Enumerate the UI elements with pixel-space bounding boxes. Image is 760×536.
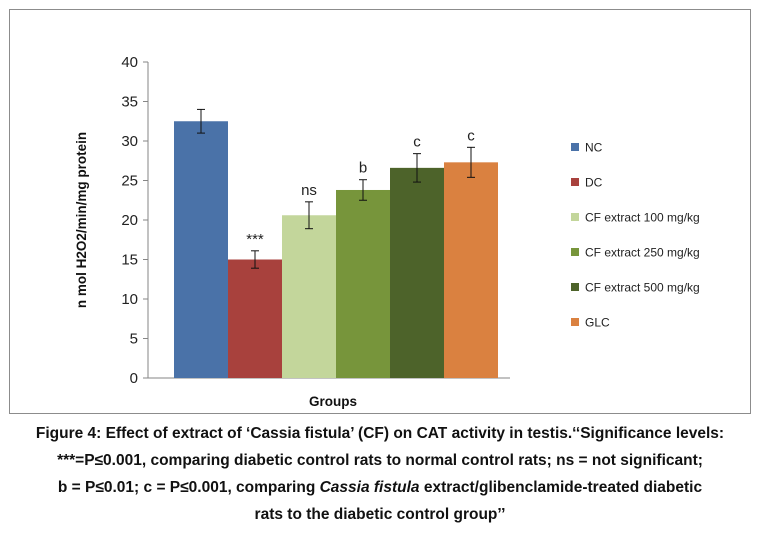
legend-swatch (571, 248, 579, 256)
bar (174, 121, 228, 378)
significance-label: *** (246, 231, 264, 248)
bar (390, 167, 444, 378)
chart-frame: 0 5 10 15 20 25 30 35 40 n mol H2O2/min/mg protei… (9, 9, 751, 414)
y-tick-label: 30 (121, 133, 138, 150)
legend-label: GLC (585, 316, 610, 330)
significance-label: c (467, 127, 475, 144)
bar (282, 215, 336, 378)
y-axis-title: n mol H2O2/min/mg protein (74, 132, 89, 308)
caption-line-4: rats to the diabetic control group’’ (254, 506, 506, 523)
significance-label: c (413, 134, 421, 151)
bar (228, 259, 282, 378)
legend-swatch (571, 143, 579, 151)
caption-line-3-end: extract/glibenclamide-treated diabetic (419, 479, 703, 496)
y-tick-label: 15 (121, 252, 138, 269)
significance-label: ns (301, 182, 317, 199)
y-tick-label: 5 (130, 331, 138, 348)
legend-label: NC (585, 141, 603, 155)
y-tick-label: 40 (121, 54, 138, 71)
legend-swatch (571, 318, 579, 326)
y-tick-label: 20 (121, 212, 138, 229)
bar (336, 189, 390, 378)
legend-label: DC (585, 176, 603, 190)
significance-label: b (359, 160, 367, 177)
figure-caption: Figure 4: Effect of extract of ‘Cassia f… (0, 420, 760, 528)
legend-swatch (571, 283, 579, 291)
caption-line-3: b = P≤0.01; c = P≤0.001, comparing Cassi… (0, 474, 760, 501)
y-tick-label: 10 (121, 291, 138, 308)
caption-line-3-start: b = P≤0.01; c = P≤0.001, comparing (57, 479, 320, 496)
legend-label: CF extract 100 mg/kg (585, 211, 700, 225)
y-tick-label: 25 (121, 173, 138, 190)
bar (444, 162, 498, 378)
legend-swatch (571, 178, 579, 186)
x-axis-title: Groups (309, 394, 357, 409)
caption-species-name: Cassia fistula (319, 479, 420, 496)
legend-label: CF extract 250 mg/kg (585, 246, 700, 260)
caption-line-2: ***=P≤0.001, comparing diabetic control … (57, 452, 703, 469)
caption-line-1: Figure 4: Effect of extract of ‘Cassia f… (35, 425, 725, 442)
y-tick-label: 0 (130, 370, 138, 387)
y-tick-label: 35 (121, 94, 138, 111)
legend-swatch (571, 213, 579, 221)
bar-chart: 0 5 10 15 20 25 30 35 40 n mol H2O2/min/mg protei… (74, 54, 700, 409)
legend-label: CF extract 500 mg/kg (585, 281, 700, 295)
